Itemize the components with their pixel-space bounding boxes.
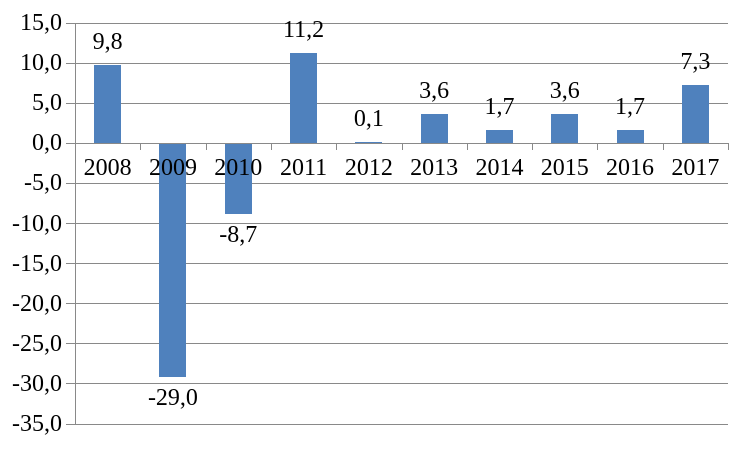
x-axis-label: 2010 [214, 155, 263, 182]
gridline [75, 102, 728, 104]
x-axis-tick [401, 143, 403, 151]
data-label: 7,3 [680, 48, 711, 75]
data-label: -8,7 [219, 222, 258, 249]
x-axis-tick [270, 143, 272, 151]
y-axis-tick [66, 343, 75, 345]
gridline [75, 263, 728, 265]
y-axis-label: -20,0 [12, 290, 62, 317]
data-label: 11,2 [282, 17, 325, 44]
bar-2017 [681, 84, 709, 144]
gridline [75, 343, 728, 345]
x-axis-tick [532, 143, 534, 151]
x-axis-label: 2008 [83, 155, 132, 182]
y-axis-label: -15,0 [12, 250, 62, 277]
x-axis-label: 2016 [606, 155, 655, 182]
bar-2010 [224, 144, 252, 215]
y-axis-tick [66, 423, 75, 425]
y-axis-tick [66, 62, 75, 64]
gridline [75, 22, 728, 24]
bar-2009 [159, 144, 187, 377]
y-axis-tick [66, 22, 75, 24]
x-axis-label: 2011 [279, 155, 328, 182]
y-axis-label: -25,0 [12, 330, 62, 357]
bar-2013 [420, 114, 448, 144]
bar-2016 [616, 129, 644, 144]
y-axis-label: 0,0 [32, 130, 62, 157]
x-axis-tick [597, 143, 599, 151]
x-axis-label: 2013 [410, 155, 459, 182]
x-axis-label: 2017 [671, 155, 720, 182]
y-axis-label: -5,0 [24, 170, 62, 197]
x-axis-tick [728, 143, 729, 151]
y-axis-label: -10,0 [12, 210, 62, 237]
x-axis-tick [336, 143, 338, 151]
gridline [75, 303, 728, 305]
data-label: 0,1 [353, 106, 384, 133]
y-axis-label: 10,0 [20, 50, 62, 77]
gridline [75, 383, 728, 385]
y-axis-label: -35,0 [12, 411, 62, 437]
y-axis-tick [66, 303, 75, 305]
x-axis-tick [205, 143, 207, 151]
x-axis-tick [466, 143, 468, 151]
y-axis-tick [66, 263, 75, 265]
x-axis-tick [75, 143, 76, 151]
x-axis-label: 2009 [148, 155, 197, 182]
bar-2014 [485, 129, 513, 144]
x-axis-label: 2014 [475, 155, 524, 182]
bar-2012 [355, 142, 383, 144]
gridline [75, 62, 728, 64]
bar-2015 [551, 114, 579, 144]
data-label: 1,7 [484, 93, 515, 120]
gridline [75, 223, 728, 224]
y-axis-tick [66, 142, 75, 144]
x-axis-tick [662, 143, 664, 151]
data-label: 3,6 [419, 78, 450, 105]
y-axis-label: -30,0 [12, 370, 62, 397]
y-axis-tick [66, 182, 75, 184]
y-axis-tick [66, 223, 75, 224]
y-axis-tick [66, 383, 75, 385]
gridline [75, 423, 728, 425]
y-axis-line [75, 23, 76, 424]
data-label: 9,8 [92, 28, 123, 55]
y-axis-label: 15,0 [20, 10, 62, 36]
gridline [75, 182, 728, 184]
x-axis-tick [140, 143, 142, 151]
data-label: -29,0 [147, 384, 198, 411]
bar-2011 [290, 53, 318, 144]
y-axis-label: 5,0 [32, 90, 62, 117]
x-axis-label: 2015 [540, 155, 589, 182]
data-label: 3,6 [549, 78, 580, 105]
x-axis-label: 2012 [344, 155, 393, 182]
bar-2008 [94, 64, 122, 144]
data-label: 1,7 [615, 93, 646, 120]
y-axis-tick [66, 102, 75, 104]
